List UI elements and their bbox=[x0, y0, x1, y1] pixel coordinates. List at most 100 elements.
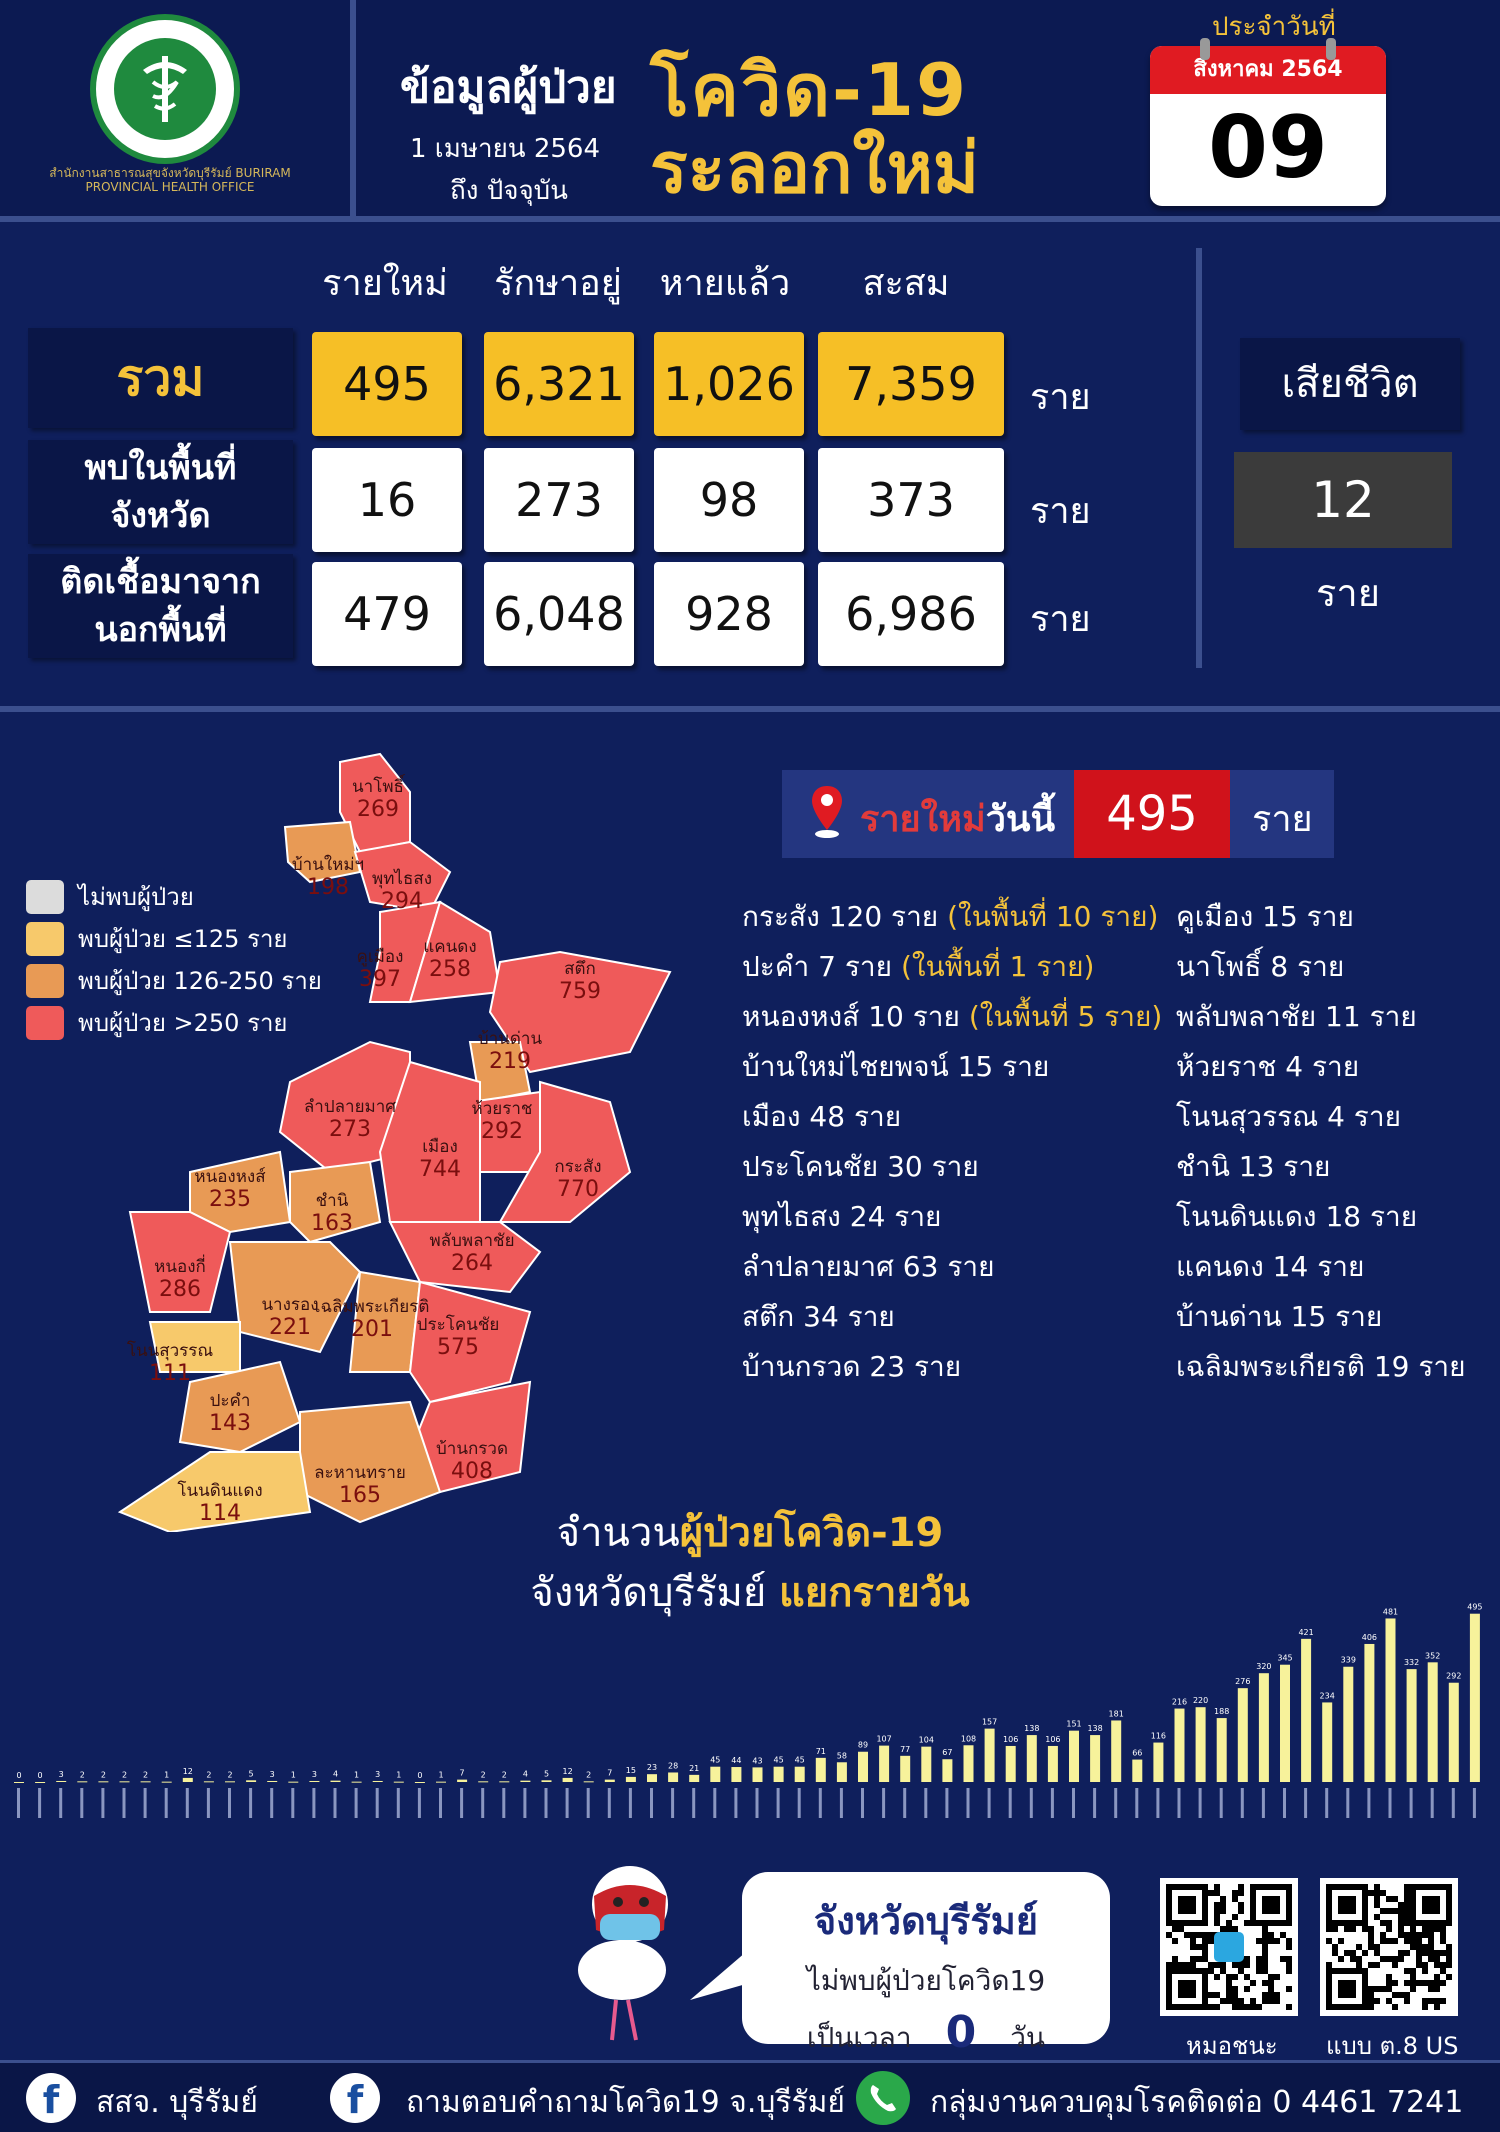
chart-data-label: 151 bbox=[1066, 1720, 1081, 1729]
title-prefix: ข้อมูลผู้ป่วย bbox=[400, 62, 617, 113]
chart-date-tick bbox=[312, 1788, 316, 1818]
district-text: บ้านใหม่ไชยพจน์ 15 ราย bbox=[742, 1050, 1050, 1083]
facebook-icon[interactable]: f bbox=[26, 2073, 76, 2123]
chart-bar bbox=[1322, 1702, 1333, 1782]
phone-icon[interactable] bbox=[856, 2071, 910, 2125]
chart-date-tick bbox=[734, 1788, 738, 1818]
chart-date-tick bbox=[692, 1788, 696, 1818]
outside-treating: 6,048 bbox=[484, 562, 634, 666]
chart-bar bbox=[1090, 1735, 1101, 1782]
chart-bar bbox=[794, 1766, 805, 1782]
chart-bar bbox=[1174, 1708, 1185, 1782]
chart-data-label: 0 bbox=[417, 1771, 422, 1780]
death-label: เสียชีวิต bbox=[1240, 338, 1460, 430]
chart-bar bbox=[541, 1780, 552, 1782]
chart-bar bbox=[1448, 1682, 1459, 1782]
office-name: สำนักงานสาธารณสุขจังหวัดบุรีรัมย์ BURIRA… bbox=[49, 166, 291, 194]
chart-date-tick bbox=[839, 1788, 843, 1818]
chart-data-label: 58 bbox=[837, 1751, 847, 1760]
chart-data-label: 138 bbox=[1087, 1724, 1102, 1733]
chart-data-label: 5 bbox=[544, 1769, 549, 1778]
footer-phone[interactable]: กลุ่มงานควบคุมโรคติดต่อ 0 4461 7241 bbox=[930, 2085, 1464, 2120]
chart-date-tick bbox=[607, 1788, 611, 1818]
map-district-name: นางรอง bbox=[261, 1295, 318, 1315]
district-item: แคนดง 14 ราย bbox=[1176, 1250, 1365, 1283]
legend-label: พบผู้ป่วย 126-250 ราย bbox=[78, 967, 322, 995]
chart-bar bbox=[647, 1774, 657, 1782]
district-note: (ในพื้นที่ 5 ราย) bbox=[968, 1000, 1163, 1033]
chart-data-label: 66 bbox=[1132, 1749, 1142, 1758]
chart-bar bbox=[900, 1755, 911, 1782]
chart-data-label: 495 bbox=[1467, 1603, 1482, 1612]
map-district-name: ประโคนชัย bbox=[417, 1314, 500, 1335]
map-district-name: บ้านด่าน bbox=[478, 1029, 543, 1049]
col-header-new: รายใหม่ bbox=[322, 263, 448, 304]
chart-date-tick bbox=[776, 1788, 780, 1818]
row-label-outside-2: นอกพื้นที่ bbox=[94, 610, 227, 650]
chart-bar bbox=[267, 1780, 278, 1782]
qr-label-mohchana: หมอชนะ bbox=[1186, 2032, 1278, 2060]
chart-date-tick bbox=[1135, 1788, 1139, 1818]
map-district-value: 165 bbox=[339, 1483, 381, 1508]
district-text: กระสัง 120 ราย bbox=[742, 900, 939, 933]
header: สำนักงานสาธารณสุขจังหวัดบุรีรัมย์ BURIRA… bbox=[0, 0, 1500, 222]
chart-bar bbox=[583, 1781, 594, 1783]
district-item: ประโคนชัย 30 ราย bbox=[742, 1142, 1162, 1192]
map-district-name: บ้านกรวด bbox=[436, 1439, 508, 1459]
district-item: นาโพธิ์ 8 ราย bbox=[1176, 950, 1345, 983]
chart-bar bbox=[1343, 1666, 1354, 1782]
chart-data-label: 45 bbox=[774, 1756, 784, 1765]
footer: f สสจ. บุรีรัมย์ f ถามตอบคำถามโควิด19 จ.… bbox=[0, 2060, 1500, 2132]
facebook-icon[interactable]: f bbox=[330, 2073, 380, 2123]
chart-date-tick bbox=[291, 1788, 295, 1818]
chart-data-label: 234 bbox=[1320, 1691, 1335, 1700]
speech-bubble: จังหวัดบุรีรัมย์ ไม่พบผู้ป่วยโควิด19 เป็… bbox=[742, 1872, 1110, 2058]
chart-date-tick bbox=[1240, 1788, 1244, 1818]
map-district-value: 744 bbox=[419, 1157, 461, 1182]
chart-data-label: 4 bbox=[333, 1770, 338, 1779]
map-district-value: 264 bbox=[451, 1251, 493, 1276]
qr-code-mohchana[interactable] bbox=[1160, 1878, 1298, 2016]
chart-bar bbox=[225, 1781, 235, 1783]
chart-date-tick bbox=[755, 1788, 759, 1818]
chart-data-label: 406 bbox=[1362, 1633, 1377, 1642]
chart-date-tick bbox=[1008, 1788, 1012, 1818]
chart-title-1b: ผู้ป่วยโควิด-19 bbox=[679, 1510, 944, 1556]
chart-date-tick bbox=[1367, 1788, 1371, 1818]
chart-date-tick bbox=[1472, 1788, 1476, 1818]
district-item: เมือง 48 ราย bbox=[742, 1092, 1162, 1142]
chart-date-tick bbox=[987, 1788, 991, 1818]
chart-bar bbox=[1301, 1638, 1312, 1782]
chart-date-tick bbox=[1346, 1788, 1350, 1818]
district-text: ลำปลายมาศ 63 ราย bbox=[742, 1250, 995, 1283]
stats-table: รายใหม่ รักษาอยู่ หายแล้ว สะสม รวม 495 6… bbox=[0, 228, 1500, 708]
chart-bar bbox=[1469, 1613, 1480, 1782]
today-label: รายใหม่วันนี้ bbox=[860, 790, 1055, 847]
qr-code-form[interactable] bbox=[1320, 1878, 1458, 2016]
district-list-left: กระสัง 120 ราย (ในพื้นที่ 10 ราย) ปะคำ 7 … bbox=[742, 892, 1162, 1392]
today-value: 495 bbox=[1074, 770, 1230, 858]
row-label-outside: ติดเชื้อมาจาก นอกพื้นที่ bbox=[28, 554, 293, 658]
bubble-line2: ไม่พบผู้ป่วยโควิด19 bbox=[806, 1964, 1046, 1997]
chart-bar bbox=[77, 1781, 88, 1783]
legend-swatch bbox=[26, 880, 64, 914]
calendar-month: สิงหาคม 2564 bbox=[1150, 46, 1386, 94]
chart-bar bbox=[1111, 1720, 1122, 1782]
chart-date-tick bbox=[797, 1788, 801, 1818]
chart-data-label: 3 bbox=[312, 1770, 317, 1779]
map-district-value: 273 bbox=[329, 1117, 371, 1142]
district-text: บ้านกรวด 23 ราย bbox=[742, 1350, 962, 1383]
chart-bar bbox=[1005, 1745, 1016, 1782]
chart-data-label: 157 bbox=[982, 1718, 997, 1727]
chart-bar bbox=[414, 1782, 425, 1783]
chart-bar bbox=[161, 1781, 172, 1783]
footer-facebook-1[interactable]: สสจ. บุรีรัมย์ bbox=[96, 2085, 258, 2120]
chart-data-label: 1 bbox=[354, 1771, 359, 1780]
chart-bar bbox=[1237, 1688, 1248, 1782]
chart-data-label: 3 bbox=[59, 1770, 64, 1779]
bubble-line3: เป็นเวลา 0 วัน bbox=[742, 2007, 1110, 2060]
chart-data-label: 339 bbox=[1341, 1656, 1356, 1665]
footer-facebook-2[interactable]: ถามตอบคำถามโควิด19 จ.บุรีรัมย์ bbox=[406, 2085, 845, 2120]
district-item: พลับพลาชัย 11 ราย bbox=[1176, 1000, 1417, 1033]
